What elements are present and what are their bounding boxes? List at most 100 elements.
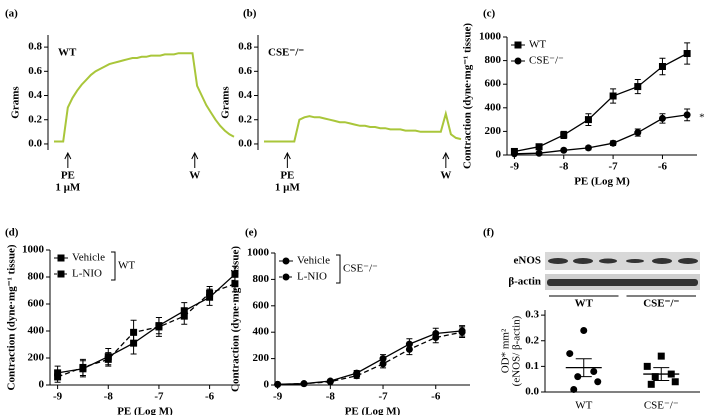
marker bbox=[651, 373, 659, 381]
group-label: WT bbox=[575, 298, 594, 310]
annotation: PE bbox=[61, 170, 75, 182]
band bbox=[547, 279, 698, 286]
marker bbox=[647, 380, 655, 388]
x-tick-label: -7 bbox=[609, 161, 619, 173]
panel-label: (c) bbox=[483, 8, 496, 20]
fit-line bbox=[57, 283, 236, 378]
legend-marker bbox=[514, 41, 522, 49]
panel-label: (e) bbox=[245, 227, 258, 239]
marker bbox=[560, 131, 568, 139]
marker bbox=[155, 323, 163, 331]
marker bbox=[683, 50, 691, 58]
marker bbox=[594, 378, 602, 386]
y-tick-label: 0.0 bbox=[525, 386, 539, 398]
marker bbox=[584, 144, 592, 152]
error-bar bbox=[653, 367, 670, 381]
y-tick-label: 1000 bbox=[22, 244, 45, 256]
band bbox=[626, 259, 644, 263]
y-tick-label: 200 bbox=[253, 352, 270, 364]
legend-marker bbox=[57, 254, 65, 262]
legend-bracket bbox=[111, 251, 116, 281]
x-tick-label: -8 bbox=[559, 161, 569, 173]
band bbox=[652, 258, 672, 264]
annotation: * bbox=[699, 111, 705, 123]
x-tick-label: -6 bbox=[205, 391, 215, 403]
legend-marker bbox=[282, 257, 290, 265]
marker bbox=[570, 385, 578, 393]
marker bbox=[643, 362, 651, 370]
marker bbox=[353, 372, 361, 380]
y-tick-label: 800 bbox=[485, 54, 502, 66]
y-tick-label: 0.1 bbox=[525, 360, 539, 372]
y-tick-label: 200 bbox=[28, 352, 45, 364]
x-tick-label: -8 bbox=[104, 391, 114, 403]
bands bbox=[547, 258, 698, 286]
y-tick-label: 0 bbox=[39, 379, 45, 391]
trace-label: CSE⁻/⁻ bbox=[268, 47, 304, 59]
y-axis-label: OD* mm² bbox=[500, 328, 512, 373]
blot bbox=[545, 252, 700, 290]
marker bbox=[79, 363, 87, 371]
x-tick-label: -7 bbox=[154, 391, 164, 403]
trace-line bbox=[54, 52, 235, 143]
y-tick-label: 1000 bbox=[479, 31, 502, 43]
marker bbox=[671, 378, 679, 386]
y-tick-label: 0 bbox=[496, 149, 502, 161]
x-tick-label: -9 bbox=[273, 391, 283, 403]
y-axis-label: Grams bbox=[220, 86, 232, 119]
blot-row-label: eNOS bbox=[514, 255, 542, 267]
y-tick-label: 0.4 bbox=[28, 89, 42, 101]
y-tick-label: 0.8 bbox=[28, 41, 42, 53]
marker bbox=[206, 289, 214, 297]
x-axis-label: PE (Log M) bbox=[345, 406, 401, 415]
marker bbox=[379, 360, 387, 368]
y-tick-label: 400 bbox=[28, 325, 45, 337]
y-axis-label: (eNOS/ β-actin) bbox=[511, 315, 523, 386]
arrow-head bbox=[191, 151, 199, 160]
group-label: CSE⁻/⁻ bbox=[643, 298, 679, 310]
marker bbox=[658, 63, 666, 70]
x-tick-label: -6 bbox=[658, 161, 668, 173]
legend-label: WT bbox=[529, 39, 546, 51]
y-tick-label: 0 bbox=[264, 379, 270, 391]
legend-marker bbox=[57, 270, 65, 278]
fit-line bbox=[514, 52, 688, 153]
band bbox=[678, 258, 698, 264]
marker bbox=[326, 378, 334, 386]
panel-label: (b) bbox=[243, 8, 257, 20]
marker bbox=[180, 312, 188, 320]
y-tick-label: 600 bbox=[485, 78, 502, 90]
legend-group: CSE⁻/⁻ bbox=[343, 263, 378, 275]
annotation: W bbox=[440, 170, 451, 182]
x-tick-label: -9 bbox=[53, 391, 63, 403]
marker bbox=[634, 83, 642, 91]
marker bbox=[432, 333, 440, 341]
annotation: 1 µM bbox=[275, 182, 301, 194]
y-tick-label: 400 bbox=[253, 326, 270, 338]
y-tick-label: 800 bbox=[28, 271, 45, 283]
arrow-head bbox=[442, 151, 450, 160]
y-tick-label: 0.0 bbox=[238, 137, 252, 149]
y-axis-label: Contraction (dyne·mg⁻¹ tissue) bbox=[230, 246, 242, 392]
x-tick-label: -8 bbox=[326, 391, 336, 403]
trace-line bbox=[264, 109, 462, 143]
band bbox=[599, 258, 617, 264]
x-tick-label: CSE⁻/⁻ bbox=[644, 400, 679, 412]
marker bbox=[609, 92, 617, 100]
y-axis-label: Contraction (dyne·mg⁻¹ tissue) bbox=[6, 244, 18, 390]
y-tick-label: 1000 bbox=[247, 247, 270, 259]
marker bbox=[104, 355, 112, 363]
annotation: 1 µM bbox=[55, 182, 81, 194]
y-tick-label: 0.3 bbox=[525, 309, 539, 321]
y-tick-label: 0.6 bbox=[238, 65, 252, 77]
arrow-head bbox=[64, 151, 72, 160]
marker bbox=[458, 328, 466, 336]
band bbox=[573, 258, 593, 264]
y-tick-label: 600 bbox=[28, 298, 45, 310]
x-tick-label: -9 bbox=[510, 161, 520, 173]
legend-label: Vehicle bbox=[297, 255, 330, 267]
marker bbox=[560, 146, 568, 154]
y-tick-label: 800 bbox=[253, 273, 270, 285]
y-tick-label: 0.8 bbox=[238, 41, 252, 53]
marker bbox=[274, 380, 282, 388]
